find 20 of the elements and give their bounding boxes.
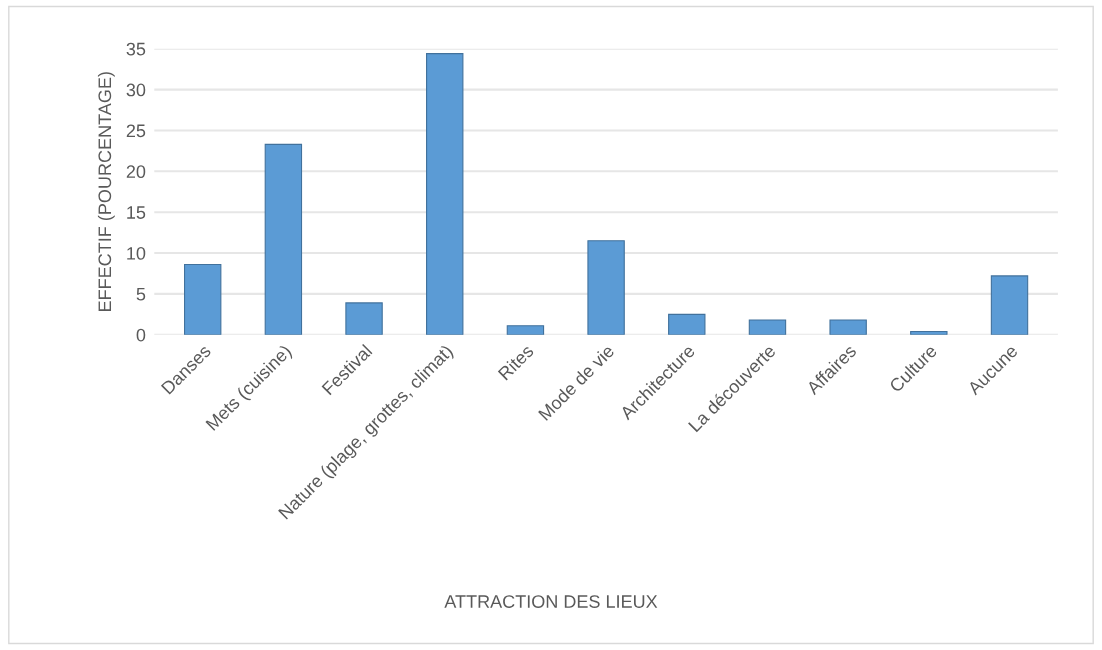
bar <box>345 302 383 335</box>
x-axis-title: ATTRACTION DES LIEUX <box>444 595 658 608</box>
bar <box>506 325 545 335</box>
y-tick-label: 5 <box>136 288 146 301</box>
y-tick-label: 25 <box>126 124 146 138</box>
bar <box>748 319 787 335</box>
y-tick-label: 20 <box>126 165 146 179</box>
y-tick-label: 30 <box>126 83 146 97</box>
bar <box>587 240 625 335</box>
bar <box>668 313 706 335</box>
bar <box>183 263 222 335</box>
y-tick-label: 35 <box>126 42 146 56</box>
bar <box>829 319 867 335</box>
bar <box>426 53 464 335</box>
bar <box>264 143 303 335</box>
y-tick-label: 0 <box>136 328 146 342</box>
y-tick-label: 10 <box>127 246 146 260</box>
bar <box>990 275 1029 335</box>
y-axis-title: EFFECTIF (POURCENTAGE) <box>97 72 115 311</box>
y-tick-label: 15 <box>127 206 146 219</box>
